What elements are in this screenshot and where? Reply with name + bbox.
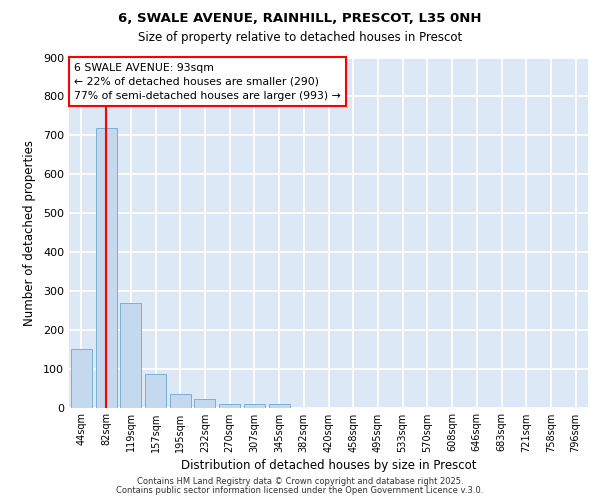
Text: Contains public sector information licensed under the Open Government Licence v.: Contains public sector information licen… — [116, 486, 484, 495]
Y-axis label: Number of detached properties: Number of detached properties — [23, 140, 36, 326]
Bar — [244, 404, 265, 407]
Bar — [71, 349, 92, 408]
Text: 6 SWALE AVENUE: 93sqm
← 22% of detached houses are smaller (290)
77% of semi-det: 6 SWALE AVENUE: 93sqm ← 22% of detached … — [74, 62, 341, 101]
Bar — [145, 374, 166, 408]
Bar — [269, 404, 290, 407]
Text: Contains HM Land Registry data © Crown copyright and database right 2025.: Contains HM Land Registry data © Crown c… — [137, 477, 463, 486]
Bar — [120, 302, 141, 408]
Bar — [219, 404, 240, 407]
Text: 6, SWALE AVENUE, RAINHILL, PRESCOT, L35 0NH: 6, SWALE AVENUE, RAINHILL, PRESCOT, L35 … — [118, 12, 482, 26]
X-axis label: Distribution of detached houses by size in Prescot: Distribution of detached houses by size … — [181, 458, 476, 471]
Text: Size of property relative to detached houses in Prescot: Size of property relative to detached ho… — [138, 31, 462, 44]
Bar — [194, 399, 215, 407]
Bar — [95, 128, 116, 407]
Bar — [170, 394, 191, 407]
